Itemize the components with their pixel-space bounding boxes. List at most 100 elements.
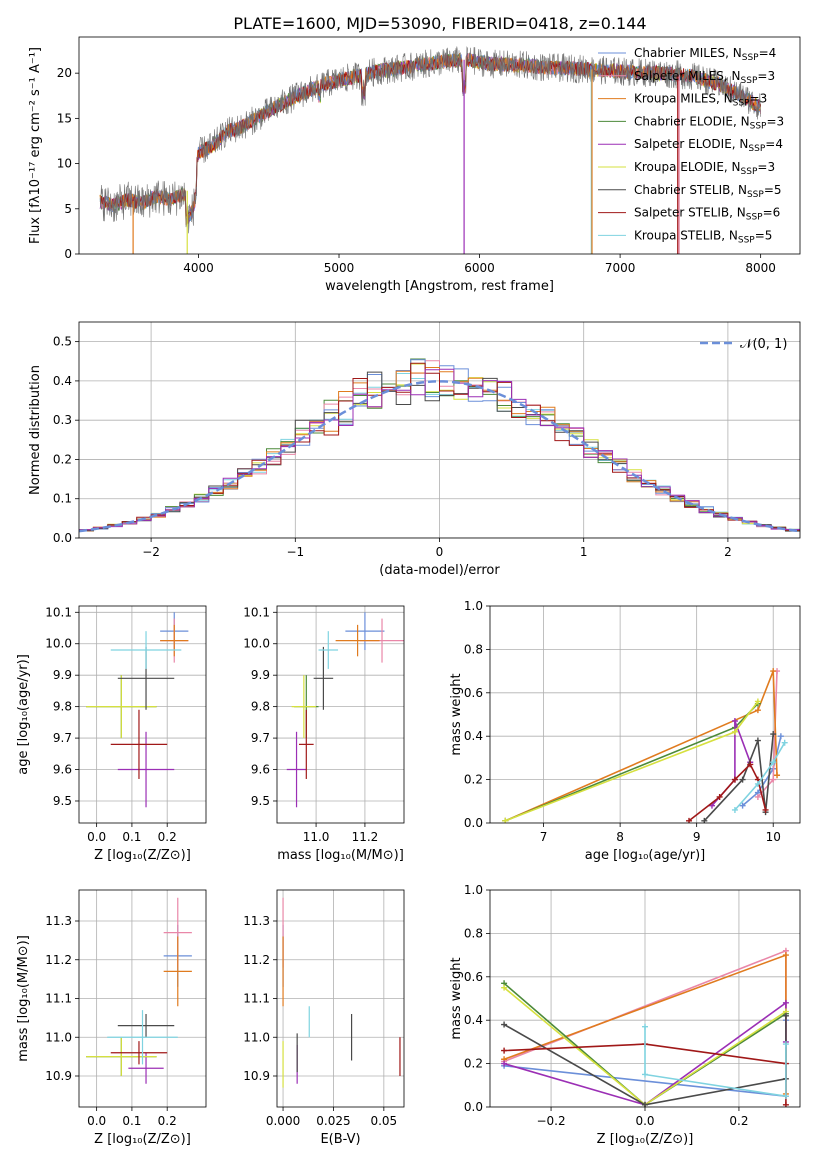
legend-label-count: =5 [755,228,773,242]
observed-spectrum-line [99,46,761,234]
y-tick-label: 0.2 [464,1057,483,1071]
errorbar-point [335,624,380,657]
y-tick-label: 10.0 [243,637,270,651]
errorbar-point [86,675,157,739]
y-tick-label: 11.1 [45,992,72,1006]
legend-label-count: =5 [764,183,782,197]
y-tick-label: 20 [57,66,72,80]
x-tick-label: 4000 [183,261,214,275]
y-tick-label: 11.0 [45,1030,72,1044]
x-tick-label: 7000 [605,261,636,275]
legend-label-main: Kroupa MILES, N [634,92,733,106]
x-tick-label: 0.000 [266,1114,300,1128]
mass-weight-marker [739,802,746,809]
y-tick-label: 9.8 [53,700,72,714]
x-tick-label: 0.1 [122,830,141,844]
legend-label-count: =6 [763,206,781,220]
mass-weight-marker [754,793,761,800]
mass-weight-marker [716,793,723,800]
panel-Z_vs_mass: 0.0 0.1 0.2 10.9 11.0 11.1 11.2 11.3 Z [log₁₀(Z/… [16,889,207,1147]
plot-area [79,890,206,1107]
legend-label-main: Kroupa ELODIE, N [634,160,741,174]
x-tick-label: 7 [540,830,548,844]
axes-frame [78,605,207,824]
legend-label-main: Salpeter STELIB, N [634,206,746,220]
mass-weight-marker [782,999,789,1006]
mass-weight-marker [642,1023,648,1030]
mass-weight-marker [754,737,761,744]
mass-weight-series-line [644,1026,787,1098]
errorbar-point [107,1010,178,1065]
x-axis-label: Z [log₁₀(Z/Z⊙)] [94,1132,191,1147]
mass-weight-marker [782,1041,789,1048]
y-tick-label: 0.1 [53,492,72,506]
y-axis-label: Normed distribution [28,365,43,495]
panel-Z_vs_weight: −0.2 0.0 0.2 0.0 0.2 0.4 0.6 0.8 1.0 Z [log₁₀(Z/Z… [449,883,801,1147]
y-tick-label: 9.6 [53,763,72,777]
mass-weight-marker [782,952,789,959]
x-tick-label: 0.0 [87,830,106,844]
legend-label-sub: SSP [733,99,750,109]
y-tick-label: 0.8 [464,926,483,940]
panel-ebv_vs_mass: 0.000 0.025 0.05 10.9 11.0 11.1 11.2 11.3 E(B-V) [243,889,405,1147]
x-tick-label: 11.2 [352,830,379,844]
legend-label: Kroupa ELODIE, NSSP=3 [634,160,775,177]
legend-label: Salpeter ELODIE, NSSP=4 [634,137,783,154]
mass-weight-marker [774,772,781,779]
legend-label: Salpeter STELIB, NSSP=6 [634,206,780,223]
x-axis-label: (data-model)/error [379,563,500,578]
y-tick-label: 9.5 [53,794,72,808]
x-tick-label: 8000 [745,261,776,275]
legend-label-sub: SSP [747,190,764,200]
panel-residuals: −2 −1 0 1 2 0.0 0.1 0.2 0.3 0.4 0.5 (data-model)/er… [28,321,801,578]
x-tick-label: 0.2 [729,1114,748,1128]
x-axis-label: mass [log₁₀(M/M⊙)] [277,848,404,863]
legend-label: Chabrier MILES, NSSP=4 [634,46,776,63]
y-tick-label: 10.9 [45,1069,72,1083]
mass-weight-marker [782,1012,789,1019]
mass-weight-marker [770,759,777,766]
plot-area [79,322,800,538]
errorbar-point [318,631,339,669]
y-tick-label: 11.3 [45,914,72,928]
axes-frame [489,605,801,824]
x-tick-label: 6000 [464,261,495,275]
plot-background [79,606,206,823]
x-tick-label: 0.2 [158,1114,177,1128]
errorbar-point [110,709,168,779]
errorbar-point [160,624,189,657]
axes-frame [78,321,801,539]
mass-weight-marker [501,1021,508,1028]
plot-area [490,890,800,1107]
y-axis-label: mass weight [449,957,464,1039]
y-tick-label: 9.6 [251,763,270,777]
y-tick-label: 1.0 [464,599,483,613]
x-tick-label: 0.0 [87,1114,106,1128]
legend-label-sub: SSP [741,76,758,86]
panel-age_vs_weight: 7 8 9 10 0.0 0.2 0.4 0.6 0.8 1.0 age [log₁₀(age/yr… [449,599,801,863]
legend-label-sub: SSP [746,213,763,223]
mass-weight-marker [770,776,777,783]
y-tick-label: 9.7 [251,731,270,745]
legend-label: Kroupa STELIB, NSSP=5 [634,228,772,245]
x-tick-label: 0.05 [370,1114,397,1128]
legend-label-main: Chabrier MILES, N [634,46,742,60]
legend-label-count: =4 [759,46,777,60]
x-axis-label: Z [log₁₀(Z/Z⊙)] [94,848,191,863]
mass-weight-series-line [504,670,778,822]
y-tick-label: 11.1 [243,992,270,1006]
mass-weight-marker [762,806,769,813]
plot-area [99,46,762,254]
x-tick-label: 10 [766,830,781,844]
plot-background [277,606,404,823]
errorbar-point [117,1014,175,1038]
mass-weight-marker [777,733,784,740]
y-axis-label: mass [log₁₀(M/M⊙)] [16,935,31,1062]
y-tick-label: 0 [64,247,72,261]
panel-mass_vs_age: 11.0 11.2 9.5 9.6 9.7 9.8 9.9 10.0 10.1 mass [log… [243,605,405,863]
y-tick-label: 0.4 [464,1013,483,1027]
y-axis-label: mass weight [449,673,464,755]
y-tick-label: 1.0 [464,883,483,897]
x-tick-label: 0.0 [635,1114,654,1128]
